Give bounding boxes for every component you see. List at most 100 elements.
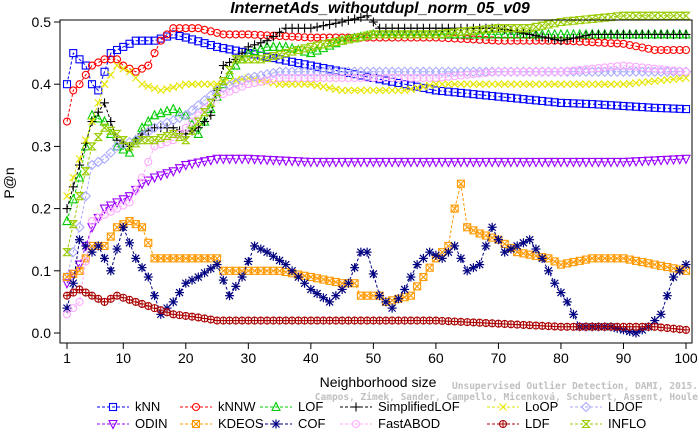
- data-point-ldof: [99, 153, 110, 165]
- data-point-odin: [574, 157, 585, 168]
- data-point-kdeos: [419, 272, 428, 282]
- data-point-inflo: [87, 142, 97, 151]
- data-point-odin: [424, 157, 435, 168]
- series-fastabod: [62, 61, 691, 319]
- data-point-lof: [312, 44, 322, 55]
- data-point-cof: [537, 253, 547, 263]
- data-point-kdeos: [413, 282, 422, 291]
- data-point-loop: [532, 80, 540, 89]
- data-point-simplifiedlof: [543, 33, 553, 43]
- data-point-knn: [162, 32, 172, 41]
- data-point-odin: [524, 157, 535, 168]
- data-point-fastabod: [62, 310, 72, 319]
- legend-marker: [580, 401, 592, 413]
- data-point-odin: [362, 157, 373, 168]
- data-point-cof: [381, 297, 391, 307]
- legend-item-knnw: kNNW: [180, 399, 256, 414]
- data-point-cof: [675, 266, 685, 276]
- data-point-odin: [337, 157, 348, 168]
- data-point-lof: [143, 115, 154, 126]
- data-point-fastabod: [569, 66, 578, 75]
- data-point-odin: [293, 157, 304, 168]
- data-point-loop: [94, 98, 103, 107]
- data-point-fastabod: [94, 213, 103, 222]
- data-point-odin: [456, 157, 466, 168]
- data-point-loop: [206, 80, 215, 89]
- data-point-fastabod: [600, 63, 609, 72]
- data-point-simplifiedlof: [275, 27, 285, 37]
- data-point-knnw: [219, 30, 228, 39]
- data-point-loop: [494, 80, 503, 89]
- data-point-fastabod: [269, 75, 278, 84]
- data-point-fastabod: [119, 201, 128, 210]
- data-point-inflo: [481, 25, 491, 34]
- data-point-ldf: [94, 294, 103, 303]
- data-point-simplifiedlof: [318, 21, 328, 31]
- data-point-knnw: [613, 39, 622, 48]
- data-point-cof: [350, 263, 360, 273]
- data-point-cof: [318, 293, 328, 303]
- data-point-knnw: [175, 24, 184, 33]
- data-point-knn: [431, 86, 440, 95]
- legend-marker: [351, 402, 361, 412]
- data-point-fastabod: [300, 73, 309, 83]
- data-point-loop: [63, 192, 71, 201]
- data-point-odin: [180, 161, 191, 171]
- data-point-ldf: [62, 291, 72, 300]
- data-point-knnw: [306, 33, 315, 42]
- data-point-knn: [438, 86, 447, 96]
- data-point-knn: [500, 93, 509, 102]
- data-point-cof: [118, 222, 128, 232]
- data-point-inflo: [262, 53, 272, 62]
- data-point-inflo: [62, 248, 72, 257]
- data-point-odin: [299, 157, 310, 168]
- data-point-cof: [468, 263, 478, 273]
- legend-label: LDOF: [608, 399, 643, 414]
- data-point-loop: [231, 76, 240, 85]
- data-point-lof: [487, 28, 498, 39]
- legend-marker: [581, 419, 591, 429]
- data-point-odin: [255, 155, 266, 166]
- data-point-lof: [262, 41, 272, 51]
- data-point-loop: [119, 64, 128, 73]
- data-point-cof: [143, 272, 153, 282]
- data-point-knn: [94, 86, 103, 95]
- data-point-simplifiedlof: [100, 98, 110, 108]
- data-point-fastabod: [494, 67, 503, 76]
- data-point-fastabod: [463, 70, 472, 79]
- legend-item-odin: ODIN: [97, 416, 168, 431]
- data-point-odin: [187, 159, 197, 170]
- data-point-kdeos: [450, 204, 459, 213]
- data-point-knnw: [300, 33, 309, 42]
- data-point-ldof: [74, 221, 85, 233]
- data-point-odin: [624, 157, 635, 168]
- data-point-loop: [588, 80, 597, 89]
- data-point-odin: [343, 157, 354, 168]
- data-point-fastabod: [363, 73, 372, 83]
- data-point-fastabod: [188, 117, 197, 126]
- data-point-knnw: [150, 49, 159, 58]
- data-point-odin: [374, 157, 385, 168]
- data-point-knn: [606, 101, 616, 110]
- data-point-cof: [487, 222, 497, 232]
- data-point-inflo: [431, 30, 441, 39]
- data-point-knnw: [469, 35, 478, 44]
- data-point-knnw: [87, 61, 97, 70]
- data-point-cof: [218, 275, 228, 285]
- data-point-inflo: [318, 40, 329, 49]
- data-point-ldof: [80, 190, 92, 202]
- data-point-kdeos: [137, 223, 147, 232]
- data-point-loop: [188, 80, 196, 89]
- data-point-loop: [675, 74, 684, 83]
- data-point-cof: [525, 235, 535, 245]
- data-point-knnw: [313, 33, 322, 42]
- data-point-fastabod: [288, 73, 297, 83]
- data-point-lof: [330, 37, 341, 48]
- data-point-ldf: [194, 313, 203, 322]
- data-point-fastabod: [625, 62, 634, 71]
- watermark-line-1: Unsupervised Outlier Detection, DAMI, 20…: [452, 381, 698, 392]
- data-point-knnw: [513, 36, 522, 45]
- data-point-loop: [375, 86, 384, 95]
- data-point-knn: [650, 103, 659, 112]
- data-point-cof: [406, 272, 416, 282]
